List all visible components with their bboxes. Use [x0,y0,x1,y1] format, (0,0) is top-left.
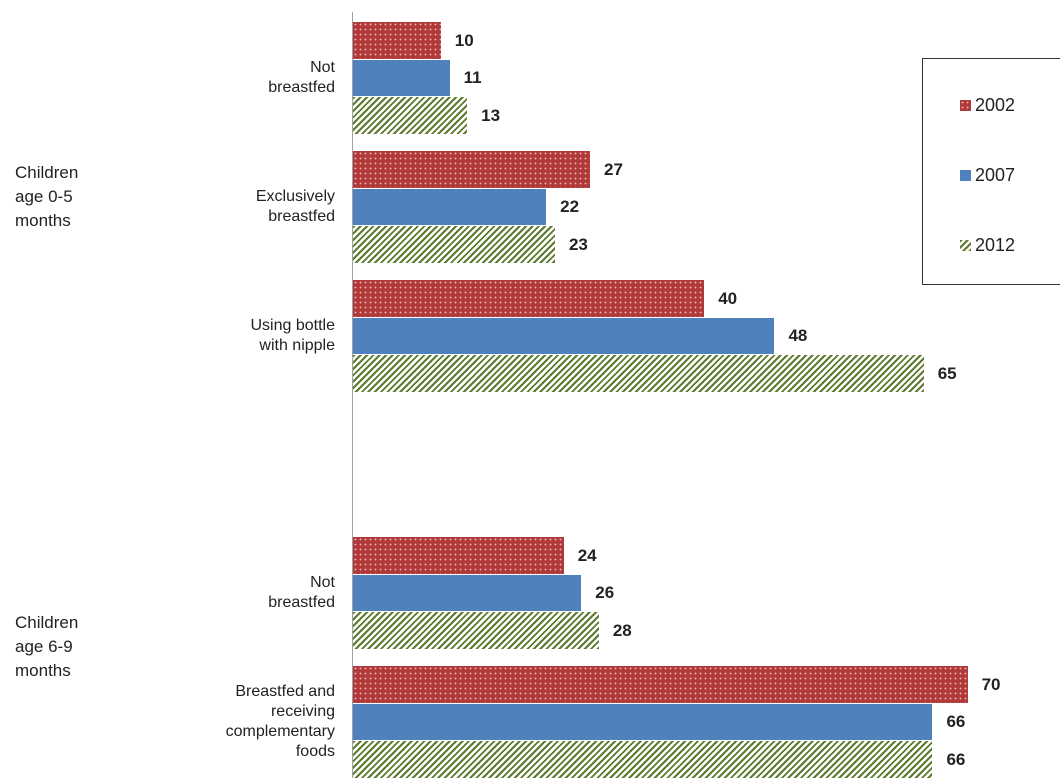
bar [353,59,450,96]
value-label: 22 [560,197,580,217]
bar [353,574,582,611]
legend-swatch [960,240,971,251]
legend-label: 2002 [975,95,1016,115]
value-label: 48 [788,326,808,346]
legend [922,58,1060,285]
category-label: Using bottle with nipple [250,317,336,355]
value-label: 24 [577,545,597,565]
bar [353,666,968,703]
legend-label: 2012 [975,235,1016,255]
bar [353,355,924,392]
value-label: 26 [595,583,615,603]
bar [353,280,705,317]
value-label: 66 [946,712,966,732]
bar [353,741,933,778]
bar [353,151,591,188]
bar [353,97,468,134]
group-label: Children age 0-5 months [15,162,79,230]
value-label: 66 [946,749,966,769]
value-label: 23 [568,234,588,254]
category-label: Not breastfed [268,574,335,612]
value-label: 40 [718,288,738,308]
category-label: Not breastfed [268,59,335,97]
bar [353,703,933,740]
value-label: 28 [612,620,632,640]
value-label: 27 [604,159,623,179]
bar [353,226,555,263]
bar [353,537,564,574]
value-label: 10 [454,30,474,50]
value-label: 13 [481,105,501,125]
bar [353,317,775,354]
value-label: 11 [463,68,482,88]
value-label: 70 [981,674,1001,694]
bar [353,188,547,225]
legend-swatch [960,100,971,111]
category-label: Breastfed and receiving complementary fo… [225,683,335,761]
category-axis [352,12,353,778]
group-label: Children age 6-9 months [15,613,79,680]
bar [353,612,599,649]
legend-swatch [960,170,971,181]
value-label: 65 [937,363,957,383]
category-label: Exclusively breastfed [255,188,335,226]
legend-label: 2007 [975,165,1016,185]
bar [353,22,441,59]
